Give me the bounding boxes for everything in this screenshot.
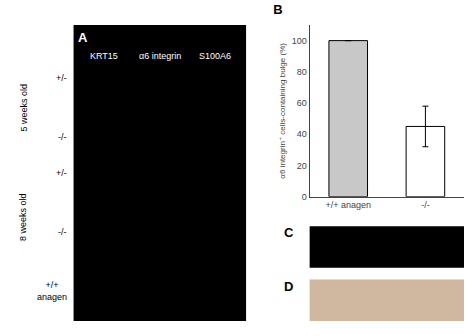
svg-text:A: A [78,30,88,45]
svg-text:B: B [273,2,282,17]
svg-text:S100A6: S100A6 [199,51,231,61]
svg-text:0: 0 [302,192,307,202]
svg-text:+/+ anagen: +/+ anagen [325,200,371,210]
svg-text:KRT15: KRT15 [90,51,118,61]
svg-text:-/-: -/- [58,227,67,237]
svg-text:C: C [284,225,294,240]
svg-text:5 weeks old: 5 weeks old [19,84,29,132]
svg-text:100: 100 [292,36,307,46]
svg-text:α6 integrin: α6 integrin [139,51,181,61]
svg-text:8 weeks old: 8 weeks old [18,193,28,241]
svg-text:-/-: -/- [58,132,67,142]
svg-text:D: D [284,279,293,294]
svg-text:60: 60 [297,98,307,108]
svg-text:+/+anagen: +/+anagen [37,280,67,302]
svg-text:-/-: -/- [421,200,430,210]
svg-text:+/-: +/- [56,73,67,83]
svg-text:40: 40 [297,129,307,139]
svg-text:α6 integrin⁺ cells-containing: α6 integrin⁺ cells-containing bulge (%) [279,43,288,179]
svg-text:20: 20 [297,161,307,171]
svg-text:80: 80 [297,67,307,77]
svg-text:+/-: +/- [56,168,67,178]
